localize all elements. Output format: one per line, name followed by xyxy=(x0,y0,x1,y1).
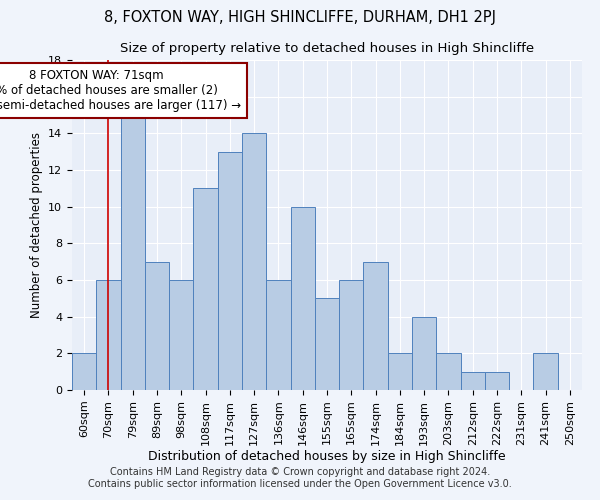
Text: 8 FOXTON WAY: 71sqm
← 2% of detached houses are smaller (2)
98% of semi-detached: 8 FOXTON WAY: 71sqm ← 2% of detached hou… xyxy=(0,69,241,112)
Text: Contains HM Land Registry data © Crown copyright and database right 2024.
Contai: Contains HM Land Registry data © Crown c… xyxy=(88,468,512,489)
Bar xyxy=(364,262,388,390)
X-axis label: Distribution of detached houses by size in High Shincliffe: Distribution of detached houses by size … xyxy=(148,450,506,464)
Bar xyxy=(169,280,193,390)
Bar xyxy=(72,354,96,390)
Bar xyxy=(242,134,266,390)
Bar xyxy=(436,354,461,390)
Bar xyxy=(412,316,436,390)
Bar xyxy=(145,262,169,390)
Bar xyxy=(339,280,364,390)
Bar xyxy=(193,188,218,390)
Bar xyxy=(461,372,485,390)
Bar xyxy=(218,152,242,390)
Title: Size of property relative to detached houses in High Shincliffe: Size of property relative to detached ho… xyxy=(120,42,534,54)
Bar xyxy=(290,206,315,390)
Bar xyxy=(121,115,145,390)
Bar xyxy=(533,354,558,390)
Text: 8, FOXTON WAY, HIGH SHINCLIFFE, DURHAM, DH1 2PJ: 8, FOXTON WAY, HIGH SHINCLIFFE, DURHAM, … xyxy=(104,10,496,25)
Y-axis label: Number of detached properties: Number of detached properties xyxy=(29,132,43,318)
Bar xyxy=(315,298,339,390)
Bar xyxy=(96,280,121,390)
Bar xyxy=(485,372,509,390)
Bar xyxy=(388,354,412,390)
Bar xyxy=(266,280,290,390)
